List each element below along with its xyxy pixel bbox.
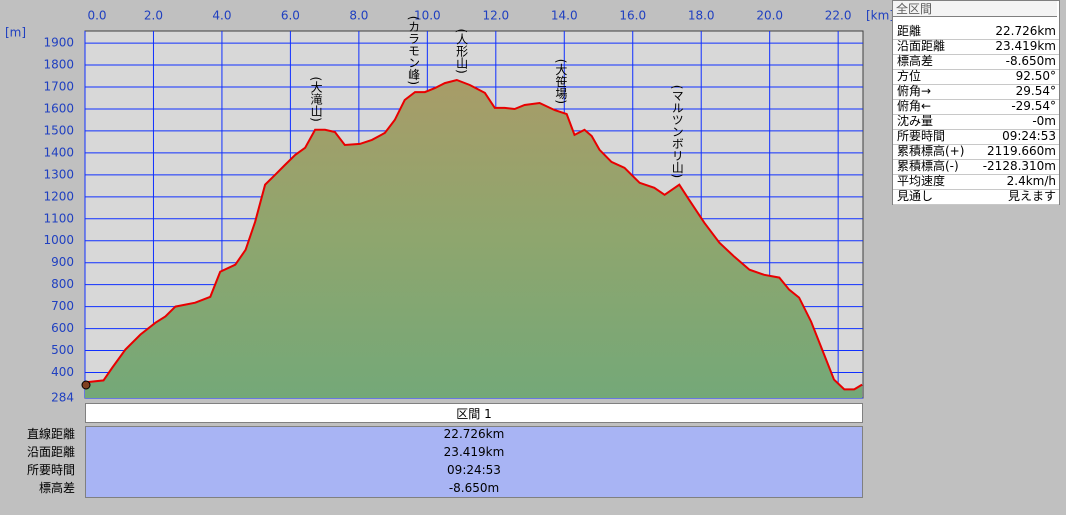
x-tick-label: 12.0 xyxy=(482,9,509,23)
row-label: 所要時間 xyxy=(26,463,75,477)
peak-label: (大笹場) xyxy=(554,59,568,104)
row-value: -8.650m xyxy=(448,481,500,495)
panel-rule xyxy=(893,114,1059,115)
section-header: 区間 1 xyxy=(85,403,863,423)
y-unit: [m] xyxy=(5,26,26,40)
panel-value: 見えます xyxy=(1007,189,1056,203)
panel-value: -0m xyxy=(1032,114,1056,128)
panel-value: 29.54° xyxy=(1015,84,1056,98)
y-tick-label: 1700 xyxy=(43,80,74,94)
panel-rule xyxy=(893,174,1059,175)
panel-label: 方位 xyxy=(897,69,922,83)
row-value: 22.726km xyxy=(443,427,505,441)
y-tick-label: 1800 xyxy=(43,58,74,72)
panel-rule xyxy=(893,84,1059,85)
row-label: 沿面距離 xyxy=(26,445,75,459)
profile-area xyxy=(85,80,863,398)
panel-label: 距離 xyxy=(897,24,922,38)
y-tick-label: 1100 xyxy=(43,211,74,225)
y-tick-label: 600 xyxy=(51,321,74,335)
panel-label: 平均速度 xyxy=(897,174,946,188)
panel-rule xyxy=(893,129,1059,130)
panel-value: 22.726km xyxy=(995,24,1056,38)
peak-label: (マルツンボリ山) xyxy=(670,85,684,178)
x-tick-label: 2.0 xyxy=(144,9,163,23)
panel-rule xyxy=(893,144,1059,145)
x-tick-label: 14.0 xyxy=(551,9,578,23)
row-value: 23.419km xyxy=(443,445,505,459)
y-tick-label: 900 xyxy=(51,255,74,269)
y-tick-label: 284 xyxy=(51,391,74,405)
panel-label: 累積標高(+) xyxy=(897,144,965,158)
y-tick-label: 1000 xyxy=(43,233,74,247)
panel-rule xyxy=(893,69,1059,70)
panel-value: 09:24:53 xyxy=(1002,129,1056,143)
panel-rule xyxy=(893,189,1059,190)
panel-rule xyxy=(893,54,1059,55)
y-tick-label: 1300 xyxy=(43,167,74,181)
panel-title: 全区間 xyxy=(893,1,1057,17)
panel-label: 所要時間 xyxy=(897,129,946,143)
y-tick-label: 1900 xyxy=(43,36,74,50)
peak-label: (人形山) xyxy=(455,28,469,73)
peak-label: (カラモン峰) xyxy=(407,16,421,85)
y-tick-label: 1600 xyxy=(43,101,74,115)
row-value: 09:24:53 xyxy=(447,463,501,477)
panel-label: 俯角→ xyxy=(897,84,932,98)
panel-rule xyxy=(893,39,1059,40)
section-body xyxy=(85,426,863,498)
panel-rule xyxy=(893,204,1059,205)
y-tick-label: 800 xyxy=(51,277,74,291)
panel-label: 俯角← xyxy=(897,99,932,113)
y-tick-label: 1400 xyxy=(43,145,74,159)
y-tick-label: 500 xyxy=(51,343,74,357)
panel-value: 2.4km/h xyxy=(1006,174,1056,188)
y-tick-label: 1200 xyxy=(43,189,74,203)
row-label: 標高差 xyxy=(38,481,75,495)
panel-value: 2119.660m xyxy=(987,144,1056,158)
x-tick-label: 6.0 xyxy=(281,9,300,23)
y-tick-label: 1500 xyxy=(43,123,74,137)
x-tick-label: 20.0 xyxy=(756,9,783,23)
x-tick-label: 10.0 xyxy=(414,9,441,23)
x-tick-label: 22.0 xyxy=(825,9,852,23)
x-tick-label: 0.0 xyxy=(87,9,106,23)
panel-value: -29.54° xyxy=(1011,99,1056,113)
panel-value: 92.50° xyxy=(1015,69,1056,83)
panel-label: 標高差 xyxy=(897,54,934,68)
panel-value: -8.650m xyxy=(1005,54,1056,68)
panel-rule xyxy=(893,99,1059,100)
panel-value: -2128.310m xyxy=(982,159,1056,173)
panel-label: 沿面距離 xyxy=(897,39,946,53)
profile-line xyxy=(84,78,863,391)
panel-label: 見通し xyxy=(897,189,934,203)
start-marker xyxy=(81,380,91,390)
x-unit: [km] xyxy=(866,9,894,23)
x-tick-label: 4.0 xyxy=(212,9,231,23)
x-tick-label: 18.0 xyxy=(688,9,715,23)
panel-label: 累積標高(-) xyxy=(897,159,959,173)
panel-label: 沈み量 xyxy=(897,114,934,128)
summary-panel: 全区間距離 22.726km 沿面距離 23.419km 標高差 -8.650m 方位 92.… xyxy=(892,0,1060,205)
row-label: 直線距離 xyxy=(26,427,75,441)
panel-value: 23.419km xyxy=(995,39,1056,53)
panel-rule xyxy=(893,159,1059,160)
peak-label: (大滝山) xyxy=(309,76,323,121)
y-tick-label: 400 xyxy=(51,365,74,379)
x-tick-label: 16.0 xyxy=(619,9,646,23)
y-tick-label: 700 xyxy=(51,299,74,313)
x-tick-label: 8.0 xyxy=(349,9,368,23)
